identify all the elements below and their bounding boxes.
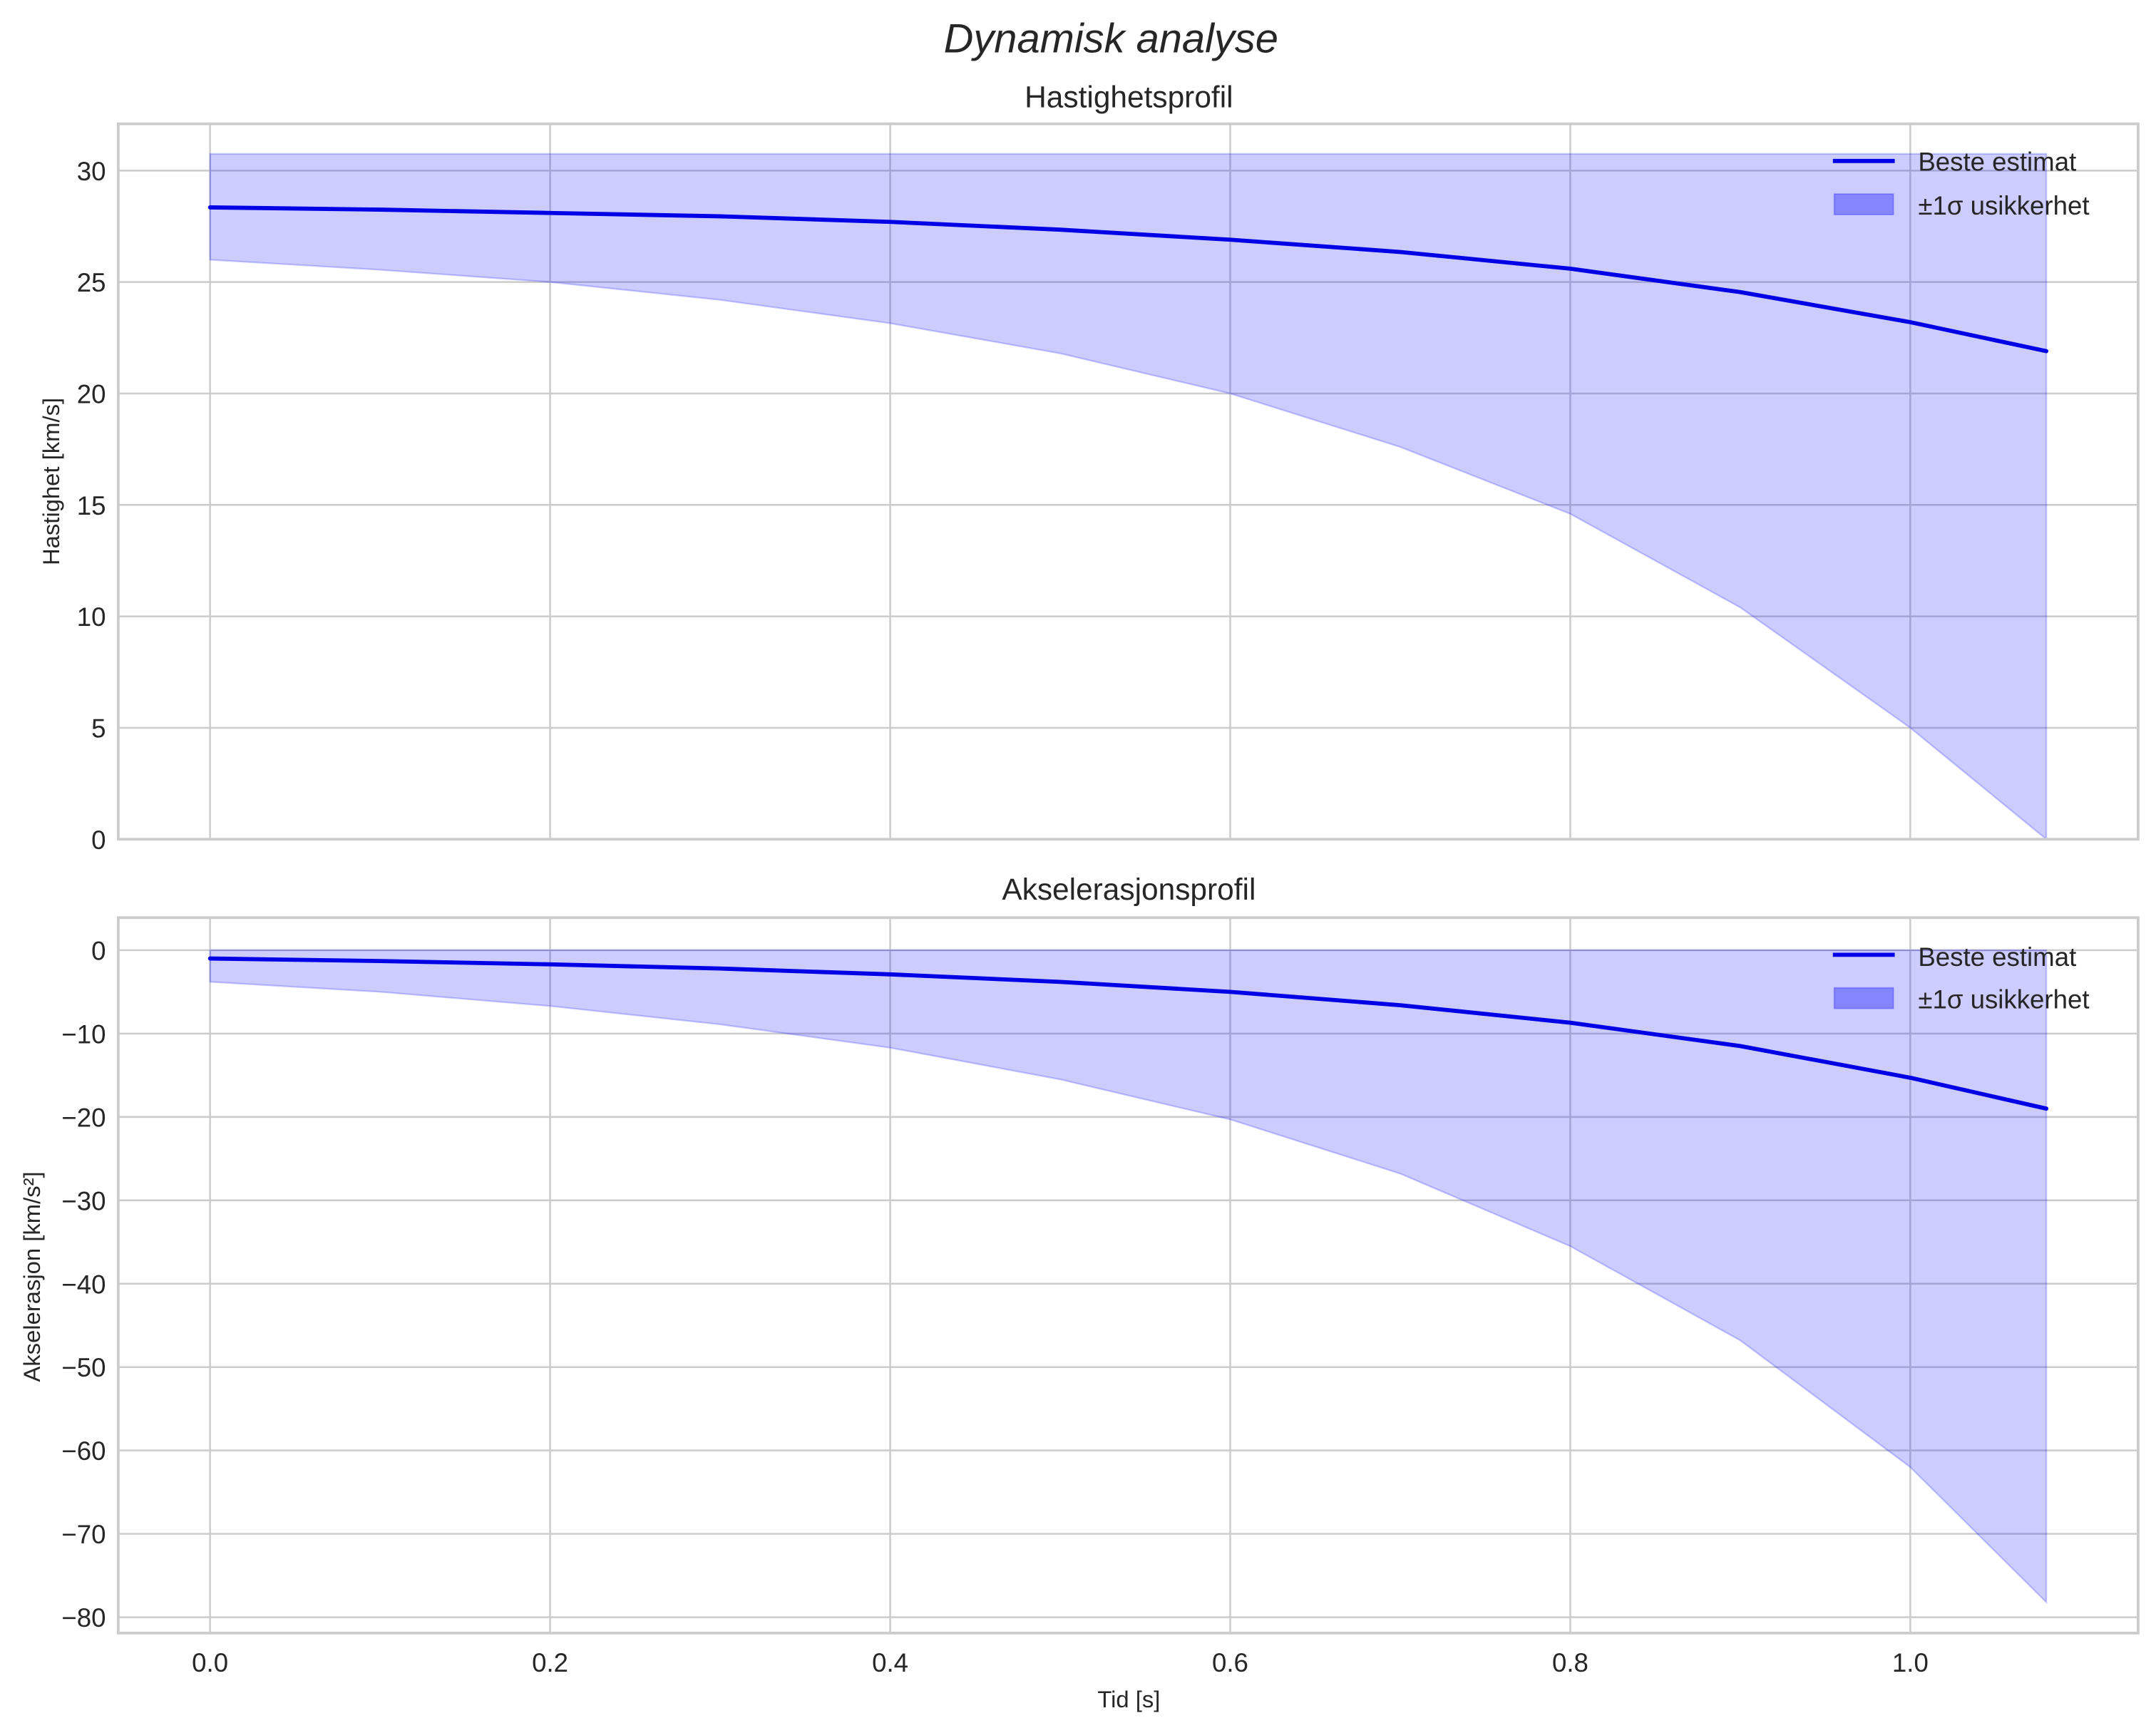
- uncertainty-band-area: [209, 153, 2048, 841]
- uncertainty-band-area: [209, 949, 2048, 1605]
- y-tick-labels: 0 5 10 15 20 25 30: [77, 157, 106, 855]
- legend-label-estimate: Beste estimat: [1918, 147, 2076, 176]
- y-tick-labels: 0 −10 −20 −30 −40 −50 −60 −70 −80: [61, 936, 106, 1632]
- y-axis-label: Akselerasjon [km/s²]: [19, 1171, 45, 1382]
- legend-label-estimate: Beste estimat: [1918, 942, 2076, 972]
- y-tick-label: −30: [61, 1186, 106, 1215]
- y-tick-label: −10: [61, 1019, 106, 1049]
- acceleration-subplot: Akselerasjonsprofil Akselerasjon [km/s²]…: [19, 873, 2140, 1712]
- y-tick-label: −20: [61, 1103, 106, 1132]
- legend-band-icon: [1833, 193, 1894, 216]
- axes-frame: [116, 122, 2140, 841]
- legend: Beste estimat ±1σ usikkerhet: [1832, 942, 2090, 1014]
- legend-label-uncertainty: ±1σ usikkerhet: [1918, 985, 2089, 1014]
- x-tick-label: 0.2: [532, 1648, 568, 1677]
- x-tick-label: 0.6: [1212, 1648, 1248, 1677]
- legend: Beste estimat ±1σ usikkerhet: [1832, 147, 2090, 220]
- y-axis-label: Hastighet [km/s]: [38, 398, 64, 565]
- y-tick-label: 10: [77, 602, 106, 632]
- y-tick-label: 0: [91, 936, 106, 965]
- best-estimate-line: [207, 956, 2049, 1111]
- y-tick-label: 5: [91, 714, 106, 743]
- subplot-title: Hastighetsprofil: [1025, 81, 1233, 114]
- axes-border: [116, 916, 2140, 1635]
- x-tick-label: 0.8: [1552, 1648, 1588, 1677]
- x-tick-label: 0.4: [872, 1648, 908, 1677]
- grid-lines: [118, 917, 2138, 1633]
- y-tick-label: −60: [61, 1436, 106, 1466]
- x-axis-label: Tid [s]: [1097, 1686, 1160, 1712]
- best-estimate-path: [207, 956, 2049, 1111]
- uncertainty-band: [209, 153, 2048, 841]
- y-tick-label: 25: [77, 268, 106, 297]
- velocity-subplot: Hastighetsprofil Hastighet [km/s] 0 5 10 15…: [38, 81, 2140, 855]
- legend-band-icon: [1833, 987, 1894, 1009]
- figure-title: Dynamisk analyse: [944, 16, 1278, 61]
- best-estimate-line: [207, 205, 2049, 354]
- x-tick-label: 0.0: [192, 1648, 228, 1677]
- y-tick-label: −50: [61, 1353, 106, 1382]
- y-tick-label: 20: [77, 379, 106, 408]
- y-tick-label: 30: [77, 157, 106, 186]
- best-estimate-path: [207, 205, 2049, 354]
- x-tick-labels: 0.0 0.2 0.4 0.6 0.8 1.0: [192, 1648, 1929, 1677]
- axes-border: [116, 122, 2140, 841]
- y-tick-label: −40: [61, 1270, 106, 1299]
- y-tick-label: 15: [77, 491, 106, 520]
- subplot-title: Akselerasjonsprofil: [1002, 873, 1256, 906]
- x-tick-label: 1.0: [1892, 1648, 1929, 1677]
- y-tick-label: −80: [61, 1603, 106, 1632]
- legend-label-uncertainty: ±1σ usikkerhet: [1918, 191, 2089, 220]
- y-tick-label: −70: [61, 1520, 106, 1549]
- y-tick-label: 0: [91, 826, 106, 855]
- axes-frame: [116, 916, 2140, 1635]
- uncertainty-band: [209, 949, 2048, 1605]
